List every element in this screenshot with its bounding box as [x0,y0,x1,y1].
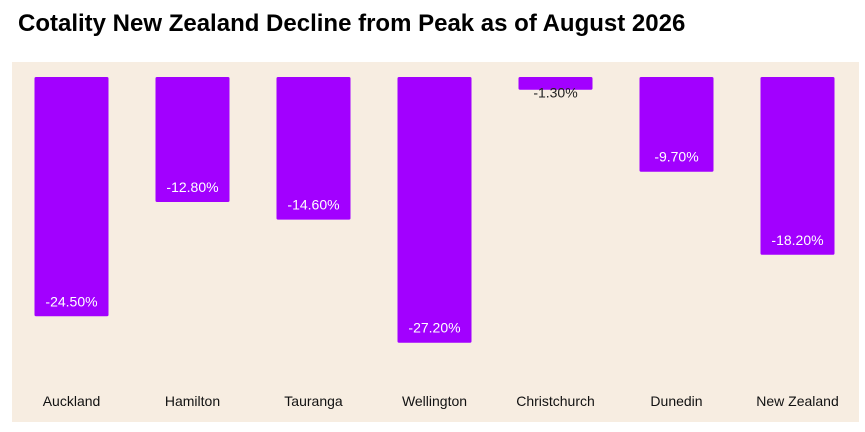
bar-auckland [34,77,109,317]
category-labels-layer: Auckland Hamilton Tauranga Wellington Christ… [43,393,839,409]
bar-tauranga [276,77,351,220]
data-label-new-zealand: -18.20% [771,232,823,248]
category-label-new-zealand: New Zealand [756,393,839,409]
data-label-auckland: -24.50% [45,293,97,309]
data-label-wellington: -27.20% [408,320,460,336]
bar-new-zealand [760,77,835,255]
bar-christchurch [518,77,593,90]
category-label-hamilton: Hamilton [165,393,220,409]
data-label-hamilton: -12.80% [166,179,218,195]
data-label-dunedin: -9.70% [654,149,698,165]
category-label-wellington: Wellington [402,393,467,409]
bar-dunedin [639,77,714,172]
data-label-tauranga: -14.60% [287,197,339,213]
chart-title: Cotality New Zealand Decline from Peak a… [18,10,686,37]
chart-area: -24.50% -12.80% -14.60% -27.20% -1.30% -9.70%… [12,62,859,422]
data-labels-layer: -24.50% -12.80% -14.60% -27.20% -1.30% -9.70%… [45,85,823,336]
bar-hamilton [155,77,230,202]
bar-chart: -24.50% -12.80% -14.60% -27.20% -1.30% -9.70%… [12,62,859,422]
data-label-christchurch: -1.30% [533,85,577,101]
category-label-christchurch: Christchurch [516,393,595,409]
category-label-tauranga: Tauranga [284,393,343,409]
category-label-auckland: Auckland [43,393,101,409]
bars-layer [34,77,835,343]
bar-wellington [397,77,472,343]
category-label-dunedin: Dunedin [650,393,702,409]
